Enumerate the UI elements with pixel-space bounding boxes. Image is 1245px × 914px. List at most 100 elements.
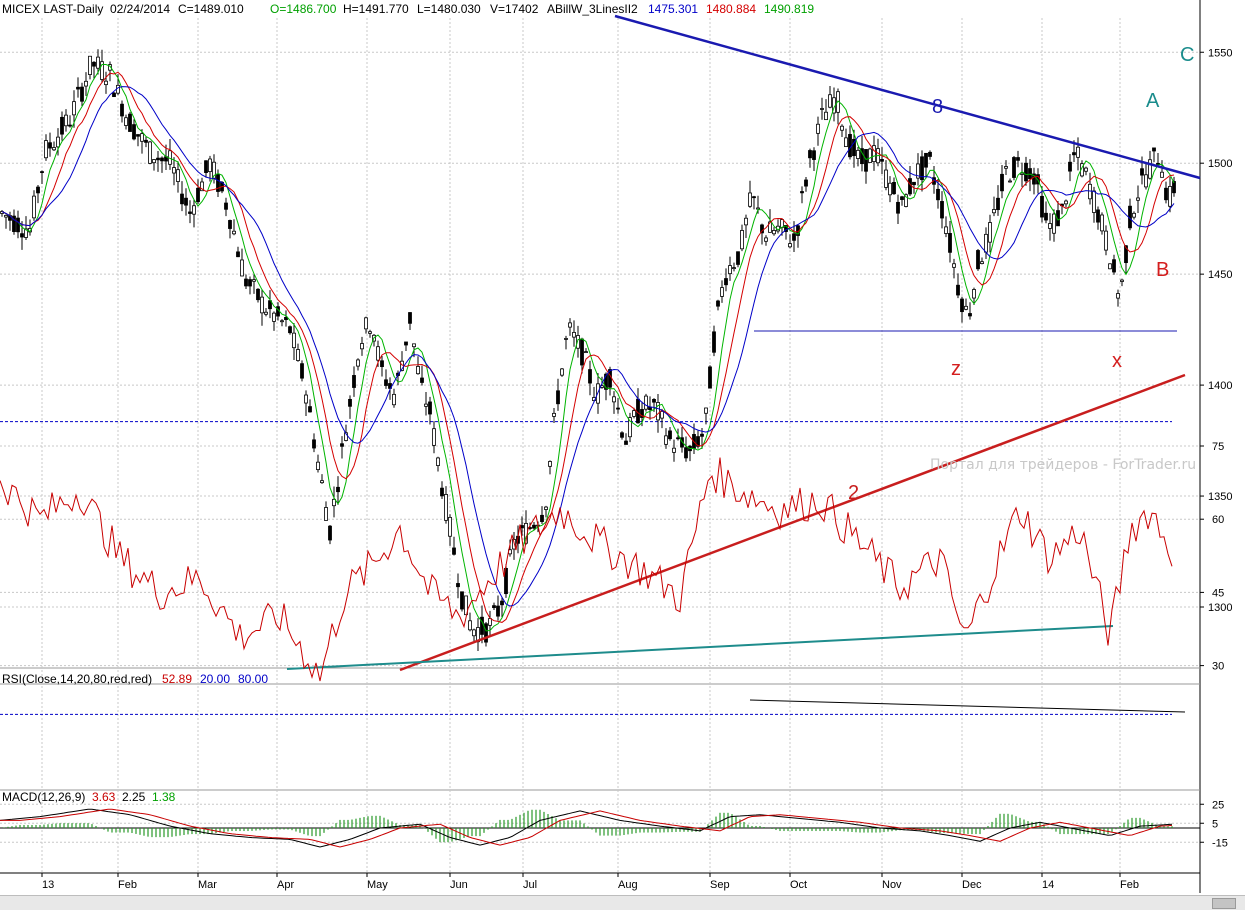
candle-body <box>160 157 164 162</box>
candle-body <box>416 366 420 375</box>
candle-body <box>760 224 764 234</box>
rsi-header-high: 80.00 <box>238 672 269 686</box>
candle-body <box>652 399 656 403</box>
candle-body <box>1004 166 1008 169</box>
candle-body <box>804 179 808 187</box>
candle-body <box>32 195 36 219</box>
candle-body <box>664 435 668 445</box>
candle-body <box>384 379 388 386</box>
candle-body <box>952 263 956 268</box>
candle-body <box>472 629 476 637</box>
horizontal-scrollbar[interactable] <box>0 895 1245 910</box>
month-label: Oct <box>790 879 807 891</box>
candle-body <box>352 375 356 388</box>
header-low: L=1480.030 <box>417 2 481 16</box>
annotation-z: z <box>951 358 961 380</box>
candle-body <box>888 182 892 196</box>
candle-body <box>900 196 904 200</box>
candle-body <box>68 124 72 127</box>
candle-body <box>728 265 732 275</box>
candle-body <box>940 201 944 219</box>
candle-body <box>444 494 448 521</box>
candle-body <box>552 412 556 417</box>
header-open: O=1486.700 <box>270 2 337 16</box>
candle-body <box>968 313 972 317</box>
candle-body <box>20 233 24 238</box>
candle-body <box>1136 197 1140 201</box>
trendline-red-2[interactable] <box>399 373 1186 672</box>
rsi-trendline[interactable] <box>749 699 1186 713</box>
candle-body <box>1140 168 1144 176</box>
candle-body <box>640 409 644 418</box>
candle-body <box>308 406 312 413</box>
candle-body <box>852 138 856 157</box>
candle-body <box>36 186 40 194</box>
candle-body <box>1152 147 1156 152</box>
candle-body <box>92 61 96 67</box>
candle-body <box>104 80 108 86</box>
candle-body <box>568 322 572 328</box>
candle-body <box>708 366 712 389</box>
candle-body <box>1076 146 1080 158</box>
candle-body <box>1124 245 1128 264</box>
candle-body <box>812 150 816 160</box>
candle-body <box>44 140 48 159</box>
candle-body <box>240 259 244 277</box>
candle-body <box>380 360 384 368</box>
candle-body <box>316 461 320 471</box>
candle-body <box>1116 293 1120 299</box>
candle-body <box>732 267 736 269</box>
candle-body <box>108 64 112 71</box>
candle-body <box>1032 173 1036 185</box>
candle-body <box>272 312 276 322</box>
rsi-axis-label: 45 <box>1212 587 1224 599</box>
candle-body <box>100 61 104 80</box>
candle-body <box>844 137 848 148</box>
scrollbar-thumb[interactable] <box>1212 898 1236 909</box>
candle-body <box>24 228 28 238</box>
candle-body <box>292 332 296 349</box>
candle-body <box>180 193 184 205</box>
candle-body <box>244 278 248 287</box>
candle-body <box>412 343 416 348</box>
candle-body <box>1096 209 1100 223</box>
candle-body <box>788 243 792 248</box>
month-label: Apr <box>277 879 294 891</box>
candle-body <box>756 207 760 210</box>
trendline-upper-blue[interactable] <box>614 14 1201 180</box>
trendline-teal[interactable] <box>286 625 1114 670</box>
candle-body <box>40 171 44 173</box>
candle-body <box>424 403 428 407</box>
candle-body <box>984 233 988 253</box>
candle-body <box>4 214 8 218</box>
candle-body <box>936 188 940 201</box>
header-date: 02/24/2014 <box>110 2 171 16</box>
candle-body <box>736 251 740 265</box>
candle-body <box>404 341 408 346</box>
candle-body <box>148 141 152 164</box>
candle-body <box>1132 212 1136 218</box>
candle-body <box>992 209 996 214</box>
candle-body <box>840 125 844 131</box>
candle-body <box>252 279 256 282</box>
annotation-c: C <box>1180 44 1195 66</box>
candle-body <box>288 326 292 334</box>
month-label: May <box>367 879 388 891</box>
candle-body <box>1068 161 1072 172</box>
candle-body <box>996 197 1000 211</box>
candle-body <box>620 432 624 438</box>
candle-body <box>632 410 636 417</box>
candle-body <box>684 447 688 459</box>
candle-body <box>764 237 768 242</box>
candle-body <box>60 116 64 135</box>
candle-body <box>660 410 664 419</box>
month-label: Nov <box>882 879 902 891</box>
candle-body <box>716 300 720 307</box>
candle-body <box>656 402 660 421</box>
candle-body <box>1008 180 1012 183</box>
candle-body <box>856 149 860 159</box>
candle-body <box>172 167 176 174</box>
candle-body <box>1172 181 1176 194</box>
